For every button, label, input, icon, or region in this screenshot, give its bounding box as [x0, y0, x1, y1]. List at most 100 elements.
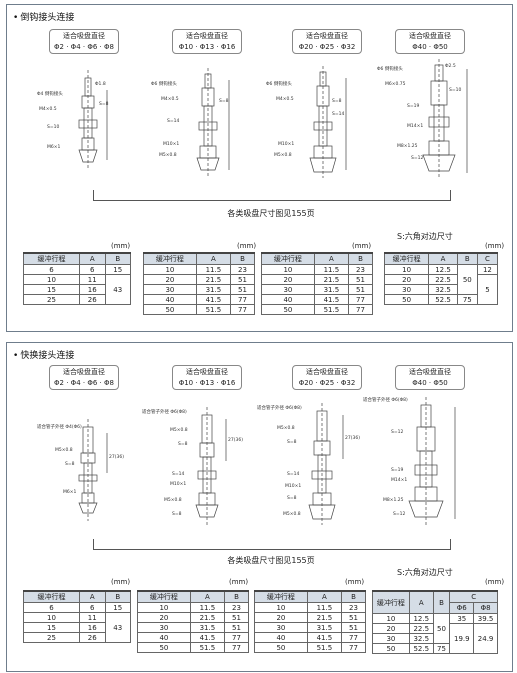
svg-text:S=19: S=19: [391, 467, 403, 473]
table-row: 10 11.5 23: [137, 602, 250, 613]
svg-text:M10×1: M10×1: [163, 141, 179, 147]
table-row: 10 11.5 23: [254, 602, 367, 613]
unit-label: (mm): [229, 578, 249, 586]
svg-text:S=8: S=8: [287, 439, 297, 445]
svg-text:S=12: S=12: [411, 155, 423, 161]
bracket-line: [93, 539, 451, 550]
table-row: 20 22.5 5: [383, 274, 499, 305]
size-label-2: 适合吸盘直径 Φ10 · Φ13 · Φ16: [172, 29, 242, 54]
table-1: 缓冲行程 A B 6 6 15 10 11 43 15 16 25 26: [22, 252, 131, 305]
unit-label: (mm): [485, 578, 505, 586]
quick-drawing-4: 适合管子外径 Φ6(Φ8) S=12 S=19 M14×1 M8×1.25 S=…: [363, 396, 456, 525]
quick-drawing-1: 适合管子外径 Φ4(Φ6) M5×0.8 S=8 M6×1 27(36): [37, 419, 124, 521]
svg-text:Φ6 倒钩接头: Φ6 倒钩接头: [151, 80, 177, 87]
quick-drawing-2: 适合管子外径 Φ6(Φ8) M5×0.8 S=8 S=14 M10×1 M5×0…: [142, 407, 243, 525]
table-row: 30 31.5 51: [254, 622, 367, 633]
table-row: 40 41.5 77: [254, 632, 367, 643]
svg-text:Φ2.5: Φ2.5: [445, 63, 456, 69]
svg-text:S=8: S=8: [219, 98, 229, 104]
table-row: 20 22.5 19.9 24.9: [372, 623, 498, 654]
svg-text:27(36): 27(36): [109, 454, 124, 460]
table-row: 50 51.5 77: [137, 642, 250, 653]
svg-text:M4×0.5: M4×0.5: [39, 106, 57, 112]
table-row: 6 6 15: [22, 602, 131, 613]
svg-text:适合管子外径 Φ6(Φ8): 适合管子外径 Φ6(Φ8): [257, 404, 302, 411]
table-3: 缓冲行程 A B 10 11.5 23 20 21.5 51 30 31.5 51 40 41.5…: [254, 590, 367, 653]
section-title: • 快换接头连接: [13, 351, 75, 361]
svg-text:M5×0.8: M5×0.8: [164, 497, 182, 503]
table-row: 40 41.5 77: [143, 294, 256, 305]
svg-text:S=8: S=8: [332, 98, 342, 104]
svg-text:M8×1.25: M8×1.25: [397, 143, 418, 149]
center-note: 各类吸盘尺寸图见155页: [227, 556, 315, 565]
svg-text:M5×0.8: M5×0.8: [283, 511, 301, 517]
table-row: 10 12.5 50 12: [383, 264, 499, 295]
table-row: 20 21.5 51: [261, 274, 374, 285]
table-3: 缓冲行程 A B 10 11.5 23 20 21.5 51 30 31.5 51 40 41.5…: [261, 252, 374, 315]
section-quick-fitting: • 快换接头连接 适合吸盘直径 Φ2 · Φ4 · Φ6 · Φ8 适合吸盘直径 Φ1…: [6, 342, 513, 672]
section-barb-fitting: • 倒钩接头连接 适合吸盘直径 Φ2 · Φ4 · Φ6 · Φ8 适合吸盘直径 Φ1…: [6, 4, 513, 332]
svg-text:S=12: S=12: [393, 511, 405, 517]
table-row: 30 31.5 51: [143, 284, 256, 295]
svg-text:M10×1: M10×1: [285, 483, 301, 489]
svg-text:M5×0.8: M5×0.8: [277, 425, 295, 431]
size-label-3: 适合吸盘直径 Φ20 · Φ25 · Φ32: [292, 365, 362, 390]
unit-label: (mm): [352, 242, 372, 250]
unit-label: (mm): [485, 242, 505, 250]
svg-text:M5×0.8: M5×0.8: [55, 447, 73, 453]
table-row: 20 21.5 51: [143, 274, 256, 285]
size-label-4: 适合吸盘直径 Φ40 · Φ50: [395, 29, 465, 54]
svg-text:M6×1: M6×1: [63, 489, 77, 495]
table-row: 10 11 43: [22, 274, 131, 305]
table-row: 20 21.5 51: [137, 612, 250, 623]
size-label-4: 适合吸盘直径 Φ40 · Φ50: [395, 365, 465, 390]
svg-text:M6×1: M6×1: [47, 144, 61, 150]
svg-text:S=8: S=8: [99, 101, 109, 107]
svg-text:M10×1: M10×1: [170, 481, 186, 487]
svg-text:27(36): 27(36): [345, 435, 360, 441]
table-4: 缓冲行程 A B C Φ6 Φ8 10 12.5 50 35 39.5 20 22.5 19.9 24…: [372, 590, 498, 654]
table-row: 25 26: [22, 632, 131, 643]
table-4: 缓冲行程 A B C 10 12.5 50 12 20 22.5 5 30 32.5 50 52.5…: [383, 252, 499, 305]
unit-label: (mm): [345, 578, 365, 586]
buffer-drawing-3: Φ6 倒钩接头 M4×0.5 S=14 M10×1 M5×0.8 S=8: [266, 66, 347, 178]
table-row: 50 52.5 75: [372, 643, 498, 654]
table-row: 30 31.5 51: [261, 284, 374, 295]
section-title: • 倒钩接头连接: [13, 13, 75, 23]
svg-text:M5×0.8: M5×0.8: [159, 152, 177, 158]
table-row: 40 41.5 77: [261, 294, 374, 305]
svg-text:M14×1: M14×1: [407, 123, 423, 129]
svg-text:M10×1: M10×1: [278, 141, 294, 147]
unit-label: (mm): [237, 242, 257, 250]
table-2: 缓冲行程 A B 10 11.5 23 20 21.5 51 30 31.5 51 40 41.5…: [143, 252, 256, 315]
svg-text:M8×1.25: M8×1.25: [383, 497, 404, 503]
svg-text:M4×0.5: M4×0.5: [161, 96, 179, 102]
svg-text:Φ6 倒钩接头: Φ6 倒钩接头: [266, 80, 292, 87]
svg-text:Φ4 倒钩接头: Φ4 倒钩接头: [37, 90, 63, 97]
bracket-line: [93, 190, 451, 201]
buffer-drawing-2: Φ6 倒钩接头 M4×0.5 S=14 M10×1 M5×0.8 S=8: [151, 68, 230, 178]
svg-text:S=10: S=10: [47, 124, 59, 130]
svg-text:S=8: S=8: [172, 511, 182, 517]
svg-text:Φ1.8: Φ1.8: [95, 81, 106, 87]
table-row: 10 12.5 50 35 39.5: [372, 613, 498, 644]
svg-text:S=14: S=14: [167, 118, 179, 124]
svg-text:S=12: S=12: [391, 429, 403, 435]
table-row: 30 31.5 51: [137, 622, 250, 633]
size-label-2: 适合吸盘直径 Φ10 · Φ13 · Φ16: [172, 365, 242, 390]
svg-text:M5×0.8: M5×0.8: [274, 152, 292, 158]
svg-text:适合管子外径 Φ6(Φ8): 适合管子外径 Φ6(Φ8): [142, 408, 187, 415]
unit-label: (mm): [111, 578, 131, 586]
svg-text:S=14: S=14: [332, 111, 344, 117]
svg-text:适合管子外径 Φ4(Φ6): 适合管子外径 Φ4(Φ6): [37, 423, 82, 430]
table-row: 6 6 15: [22, 264, 131, 275]
svg-text:M6×0.75: M6×0.75: [385, 81, 406, 87]
size-label-1: 适合吸盘直径 Φ2 · Φ4 · Φ6 · Φ8: [49, 29, 119, 54]
svg-text:S=10: S=10: [449, 87, 461, 93]
hex-note: S:六角对边尺寸: [397, 568, 453, 577]
table-row: 25 26: [22, 294, 131, 305]
table-row: 10 11.5 23: [261, 264, 374, 275]
center-note: 各类吸盘尺寸图见155页: [227, 209, 315, 218]
table-row: 20 21.5 51: [254, 612, 367, 623]
svg-text:M4×0.5: M4×0.5: [276, 96, 294, 102]
